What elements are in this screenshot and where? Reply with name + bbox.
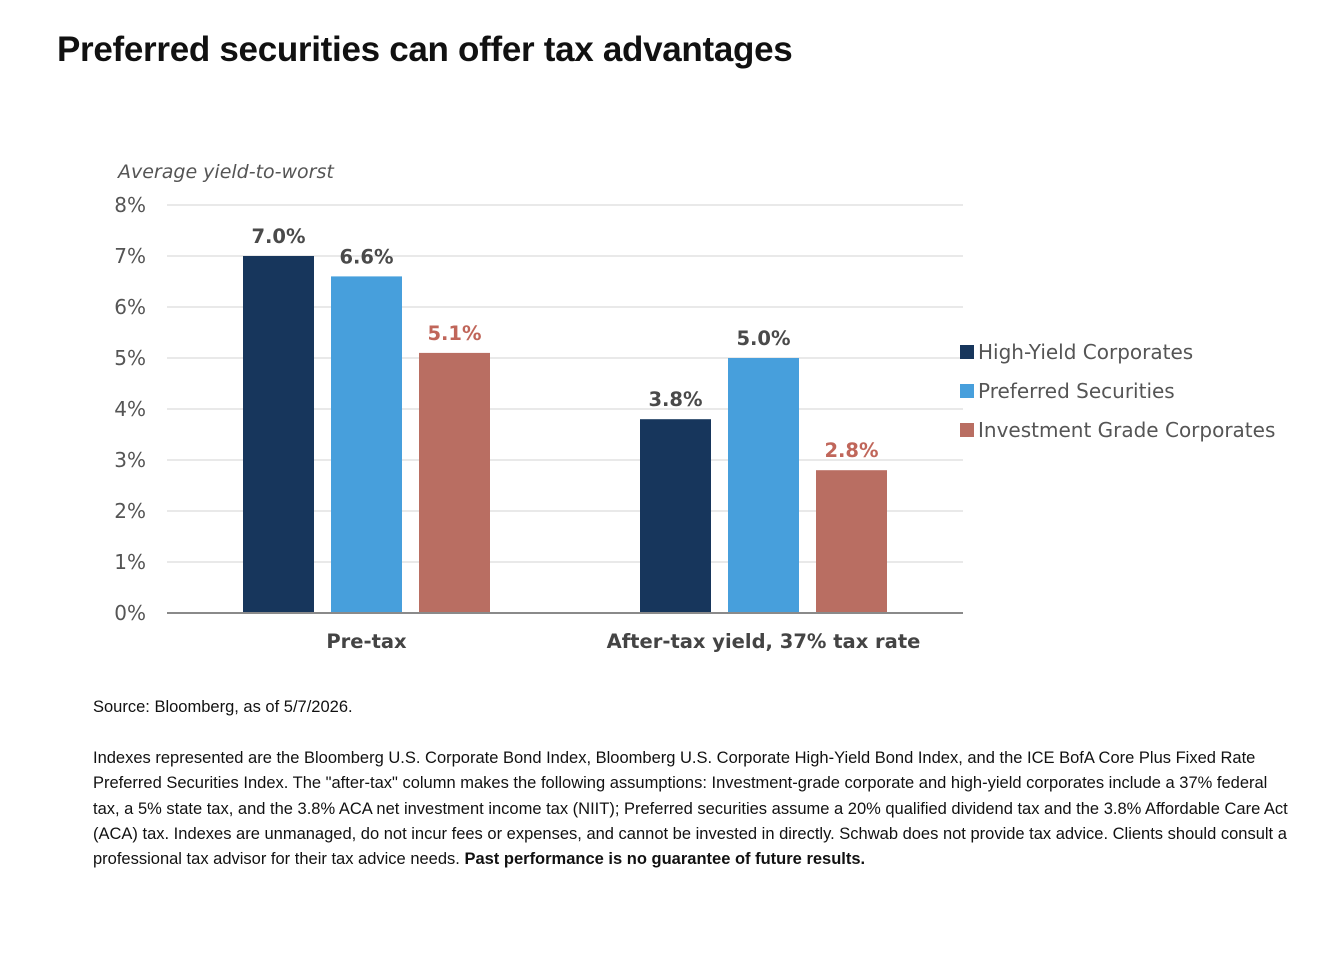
x-category-label: After-tax yield, 37% tax rate: [607, 630, 921, 653]
y-tick-label: 0%: [114, 601, 146, 625]
y-tick-label: 6%: [114, 295, 146, 319]
bar: [816, 470, 887, 613]
data-labels: 7.0% 3.8% 6.6% 5.0% 5.1% 2.8%: [251, 225, 878, 462]
legend-label: Investment Grade Corporates: [978, 418, 1275, 442]
y-axis-label: Average yield-to-worst: [116, 161, 335, 183]
legend-swatch: [960, 423, 974, 437]
y-tick-label: 8%: [114, 193, 146, 217]
legend-label: Preferred Securities: [978, 379, 1175, 403]
legend-swatch: [960, 345, 974, 359]
x-category-label: Pre-tax: [326, 630, 407, 653]
performance-disclaimer: Past performance is no guarantee of futu…: [464, 850, 866, 869]
legend: High-Yield Corporates Preferred Securitie…: [960, 340, 1275, 442]
data-label: 2.8%: [824, 439, 878, 462]
bar: [243, 256, 314, 613]
y-tick-label: 2%: [114, 499, 146, 523]
legend-swatch: [960, 384, 974, 398]
data-label: 5.0%: [736, 327, 790, 350]
legend-label: High-Yield Corporates: [978, 340, 1193, 364]
y-tick-label: 4%: [114, 397, 146, 421]
y-tick-label: 3%: [114, 448, 146, 472]
bars: [243, 256, 887, 613]
footnote-text: Indexes represented are the Bloomberg U.…: [93, 746, 1293, 872]
bar: [419, 352, 490, 613]
y-tick-label: 1%: [114, 550, 146, 574]
footnote-body: Indexes represented are the Bloomberg U.…: [93, 749, 1288, 869]
source-note: Source: Bloomberg, as of 5/7/2026.: [93, 698, 353, 716]
bar: [640, 419, 711, 613]
yield-bar-chart: 0% 1% 2% 3% 4% 5% 6% 7% 8% Average yield-to-wors…: [114, 161, 1275, 653]
x-axis-categories: Pre-tax After-tax yield, 37% tax rate: [326, 630, 920, 653]
bar: [331, 276, 402, 613]
y-tick-label: 7%: [114, 244, 146, 268]
data-label: 6.6%: [339, 245, 393, 268]
bar: [728, 358, 799, 613]
data-label: 7.0%: [251, 225, 305, 248]
y-axis-ticks: 0% 1% 2% 3% 4% 5% 6% 7% 8%: [114, 193, 146, 625]
page-title: Preferred securities can offer tax advan…: [57, 30, 793, 69]
y-tick-label: 5%: [114, 346, 146, 370]
data-label: 3.8%: [648, 388, 702, 411]
data-label: 5.1%: [427, 322, 481, 345]
